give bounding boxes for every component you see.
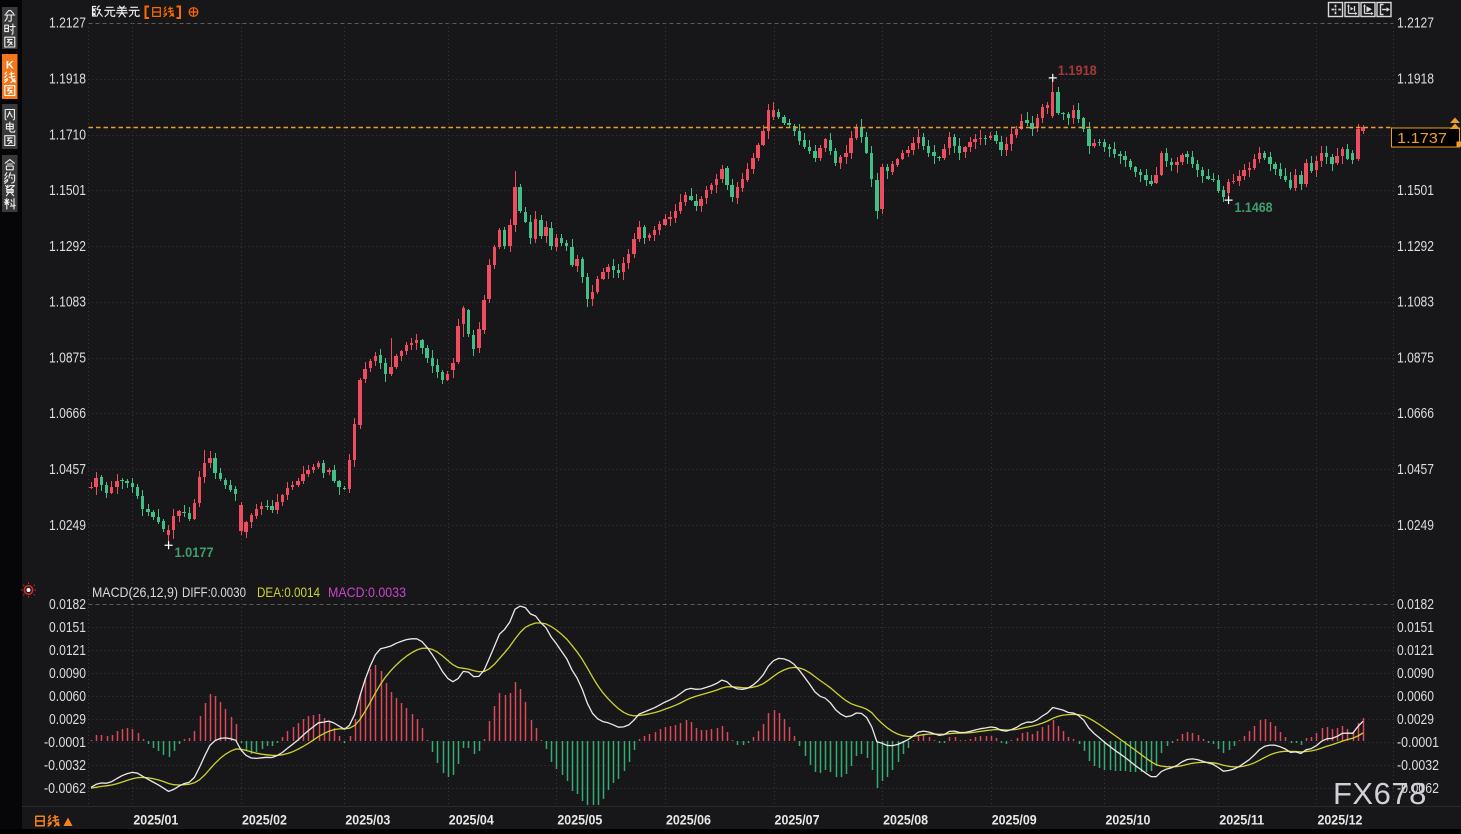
svg-text:2025/06: 2025/06 — [666, 812, 711, 828]
svg-text:1.1468: 1.1468 — [1235, 200, 1273, 215]
svg-text:-0.0001: -0.0001 — [1397, 735, 1439, 751]
svg-text:2025/05: 2025/05 — [557, 812, 602, 828]
svg-text:2025/11: 2025/11 — [1219, 812, 1264, 828]
svg-text:2025/07: 2025/07 — [775, 812, 820, 828]
svg-text:2025/01: 2025/01 — [133, 812, 178, 828]
svg-text:1.1501: 1.1501 — [49, 183, 86, 199]
svg-text:1.1292: 1.1292 — [49, 239, 86, 255]
svg-text:0.0090: 0.0090 — [49, 666, 86, 682]
svg-text:1.0177: 1.0177 — [175, 545, 214, 560]
svg-text:MACD(26,12,9): MACD(26,12,9) — [92, 584, 178, 600]
svg-text:1.1501: 1.1501 — [1397, 183, 1434, 199]
svg-text:MACD:0.0033: MACD:0.0033 — [328, 584, 406, 600]
svg-text:1.1918: 1.1918 — [1397, 71, 1434, 87]
svg-text:1.0249: 1.0249 — [49, 518, 86, 534]
svg-text:-0.0001: -0.0001 — [44, 735, 86, 751]
svg-text:-0.0062: -0.0062 — [44, 781, 86, 797]
svg-text:1.1292: 1.1292 — [1397, 239, 1434, 255]
svg-text:-0.0032: -0.0032 — [44, 758, 86, 774]
svg-text:DIFF:0.0030: DIFF:0.0030 — [182, 584, 246, 600]
svg-text:0.0029: 0.0029 — [49, 712, 86, 728]
svg-text:0.0182: 0.0182 — [1397, 597, 1434, 613]
svg-text:0.0060: 0.0060 — [1397, 689, 1434, 705]
svg-text:1.0457: 1.0457 — [1397, 462, 1434, 478]
svg-text:1.2127: 1.2127 — [49, 16, 86, 32]
svg-text:0.0121: 0.0121 — [1397, 643, 1434, 659]
svg-text:0.0151: 0.0151 — [1397, 620, 1434, 636]
svg-text:1.0666: 1.0666 — [49, 406, 86, 422]
svg-text:1.1918: 1.1918 — [1058, 63, 1097, 78]
svg-text:1.1710: 1.1710 — [49, 127, 86, 143]
svg-text:2025/08: 2025/08 — [883, 812, 928, 828]
svg-text:1.0875: 1.0875 — [49, 350, 86, 366]
svg-text:2025/09: 2025/09 — [992, 812, 1037, 828]
svg-text:2025/10: 2025/10 — [1105, 812, 1150, 828]
svg-text:0.0182: 0.0182 — [49, 597, 86, 613]
svg-text:2025/04: 2025/04 — [449, 812, 494, 828]
svg-text:K: K — [6, 60, 14, 72]
svg-text:1.1083: 1.1083 — [49, 295, 86, 311]
svg-text:1.0875: 1.0875 — [1397, 350, 1434, 366]
svg-text:1.0249: 1.0249 — [1397, 518, 1434, 534]
svg-text:2025/02: 2025/02 — [242, 812, 287, 828]
svg-text:1.1918: 1.1918 — [49, 71, 86, 87]
svg-text:0.0029: 0.0029 — [1397, 712, 1434, 728]
svg-text:0.0060: 0.0060 — [49, 689, 86, 705]
svg-text:0.0151: 0.0151 — [49, 620, 86, 636]
svg-text:-0.0032: -0.0032 — [1397, 758, 1439, 774]
svg-text:1.1737: 1.1737 — [1397, 130, 1447, 147]
svg-text:0.0121: 0.0121 — [49, 643, 86, 659]
svg-text:0.0090: 0.0090 — [1397, 666, 1434, 682]
svg-text:2025/03: 2025/03 — [345, 812, 390, 828]
svg-text:DEA:0.0014: DEA:0.0014 — [257, 584, 320, 600]
svg-text:1.0666: 1.0666 — [1397, 406, 1434, 422]
svg-text:1.1083: 1.1083 — [1397, 295, 1434, 311]
svg-text:1.2127: 1.2127 — [1397, 16, 1434, 32]
svg-text:1.0457: 1.0457 — [49, 462, 86, 478]
svg-text:2025/12: 2025/12 — [1317, 812, 1362, 828]
svg-text:FX678: FX678 — [1333, 776, 1427, 811]
